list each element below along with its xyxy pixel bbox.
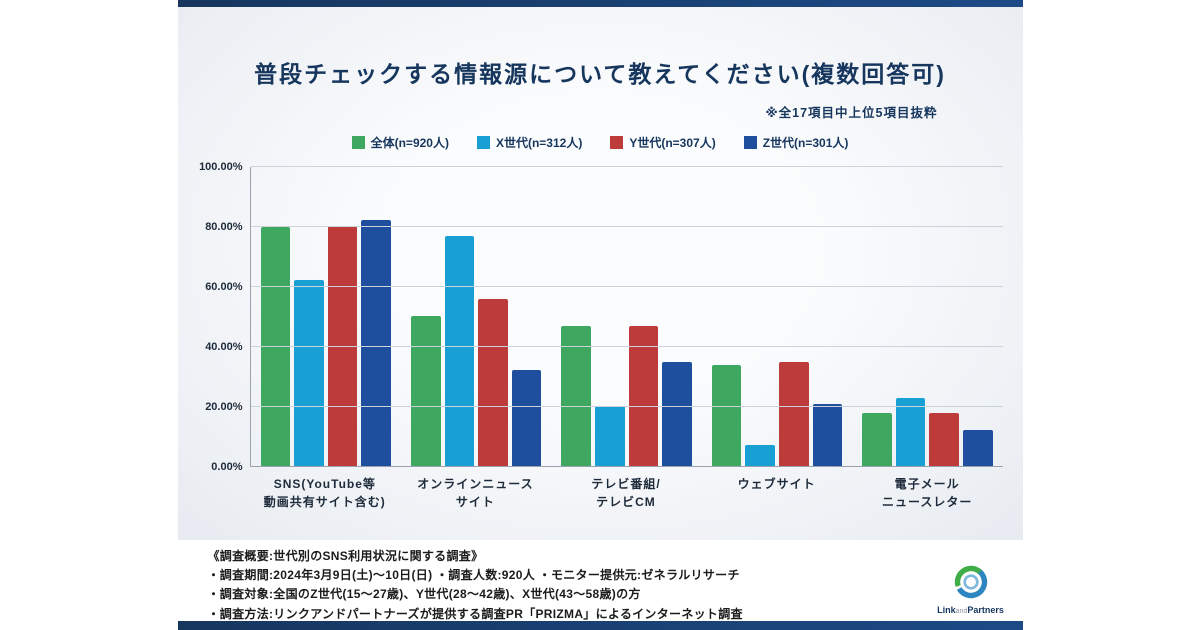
x-axis-label: SNS(YouTube等 動画共有サイト含む): [263, 477, 386, 509]
survey-summary-line: ・調査期間:2024年3月9日(土)〜10日(日) ・調査人数:920人 ・モニ…: [207, 568, 740, 583]
gridline: [250, 226, 1003, 227]
bar: [711, 365, 742, 467]
plot-grid: 100.00% 80.00% 60.00% 40.00% 20.00% 0.00%: [199, 161, 1003, 473]
bar-group: [702, 167, 852, 467]
legend-swatch: [476, 136, 490, 149]
bar-groups: [251, 167, 1003, 467]
survey-summary-lines: 《調査概要:世代別のSNS利用状況に関する調査》・調査期間:2024年3月9日(…: [208, 547, 999, 624]
survey-summary-line: ・調査方法:リンクアンドパートナーズが提供する調査PR「PRIZMA」によるイン…: [207, 606, 743, 621]
bar: [745, 444, 775, 467]
x-axis-label: テレビ番組/テレビCM: [591, 477, 661, 509]
gridline: [250, 406, 1003, 407]
y-tick-label: 100.00%: [199, 161, 243, 173]
survey-summary-line: 《調査概要:世代別のSNS利用状況に関する調査》: [207, 549, 484, 563]
bar: [478, 299, 508, 467]
bar: [561, 326, 591, 467]
legend-item: X世代(n=312人): [476, 134, 583, 151]
bar: [410, 315, 441, 467]
legend-label: 全体(n=920人): [370, 136, 449, 150]
bar-group: [251, 167, 401, 467]
legend-label: Y世代(n=307人): [629, 136, 716, 150]
bar-group: [852, 167, 1002, 467]
logo-text: LinkandPartners: [937, 605, 1004, 615]
chart-section: 普段チェックする情報源について教えてください(複数回答可) ※全17項目中上位5…: [177, 7, 1023, 540]
bar: [812, 404, 843, 467]
bar: [444, 236, 475, 467]
y-tick-label: 80.00%: [205, 221, 243, 233]
legend-label: X世代(n=312人): [495, 136, 583, 150]
y-tick-label: 20.00%: [205, 401, 243, 413]
chart-legend: 全体(n=920人) X世代(n=312人) Y世代(n=307人) Z世代(n=30…: [178, 134, 1023, 151]
gridline: [250, 346, 1003, 347]
bar: [260, 227, 291, 467]
gridline: [250, 466, 1003, 467]
survey-summary-line: ・調査対象:全国のZ世代(15〜27歳)、Y世代(28〜42歳)、X世代(43〜…: [207, 587, 641, 602]
plot-area: 100.00% 80.00% 60.00% 40.00% 20.00% 0.00%: [199, 161, 1003, 473]
legend-item: 全体(n=920人): [351, 134, 449, 151]
x-axis-label: 電子メール ニュースレター: [881, 477, 973, 509]
legend-label: Z世代(n=301人): [762, 136, 849, 150]
bar: [294, 279, 324, 467]
top-accent-bar: [177, 0, 1023, 7]
gridline: [250, 166, 1003, 167]
gridline: [250, 286, 1003, 287]
legend-swatch: [351, 136, 365, 149]
bottom-accent-bar: [177, 621, 1023, 630]
bar-group: [551, 167, 701, 467]
linkandpartners-logo: LinkandPartners: [935, 564, 1007, 615]
infographic-card: 普段チェックする情報源について教えてください(複数回答可) ※全17項目中上位5…: [177, 0, 1023, 630]
bar: [628, 326, 659, 467]
bar: [511, 369, 542, 467]
chart-note: ※全17項目中上位5項目抜粋: [765, 106, 938, 120]
bar: [662, 362, 692, 467]
legend-swatch: [743, 136, 757, 149]
chart-title: 普段チェックする情報源について教えてください(複数回答可): [254, 61, 946, 87]
logo-sphere-icon: [954, 565, 987, 599]
bar: [895, 398, 926, 467]
legend-item: Z世代(n=301人): [743, 134, 849, 151]
x-axis-labels: SNS(YouTube等 動画共有サイト含む) オンラインニュース サイト テレビ番組/…: [250, 475, 1003, 511]
bar: [929, 413, 959, 467]
bar: [778, 362, 809, 467]
bar-group: [401, 167, 551, 467]
bar: [361, 219, 391, 467]
x-axis-label: オンラインニュース サイト: [417, 477, 534, 509]
bar: [962, 429, 993, 467]
legend-item: Y世代(n=307人): [610, 134, 716, 151]
y-tick-label: 60.00%: [205, 281, 243, 293]
survey-summary: 《調査概要:世代別のSNS利用状況に関する調査》・調査期間:2024年3月9日(…: [177, 540, 1023, 624]
x-axis-label: ウェブサイト: [737, 477, 816, 491]
legend-swatch: [610, 136, 624, 149]
y-tick-label: 40.00%: [205, 341, 243, 353]
bar: [594, 405, 625, 467]
y-tick-label: 0.00%: [211, 461, 243, 473]
bar: [862, 413, 892, 467]
